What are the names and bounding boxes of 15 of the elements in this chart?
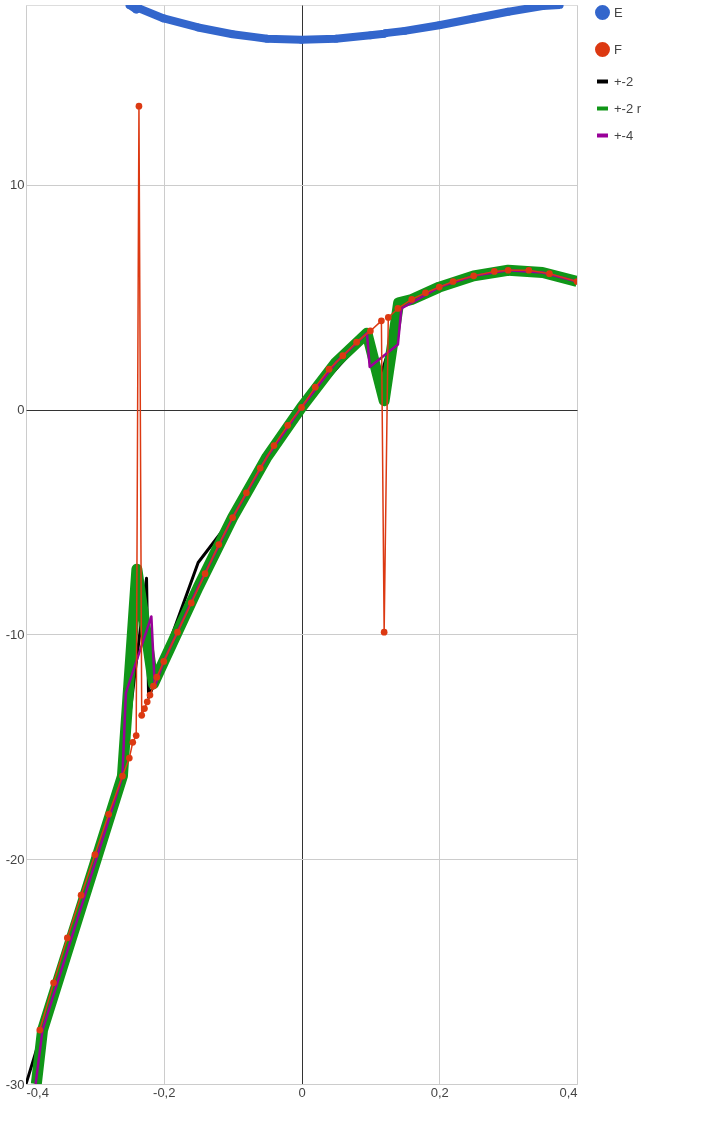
y-tick-label: -30 xyxy=(5,1076,25,1092)
y-tick-label: 10 xyxy=(10,177,25,193)
x-tick-label: 0,4 xyxy=(559,1084,578,1100)
y-tick-label: -10 xyxy=(5,626,25,642)
x-tick-label: -0,2 xyxy=(153,1084,176,1100)
legend-label: +-2 r xyxy=(614,100,642,116)
legend-label: F xyxy=(614,41,622,57)
legend-label: E xyxy=(614,4,623,20)
y-tick-label: 0 xyxy=(17,402,25,418)
x-tick-label: 0 xyxy=(298,1084,306,1100)
x-tick-label: -0,4 xyxy=(26,1084,49,1100)
y-tick-label: -20 xyxy=(5,851,25,867)
legend-label: +-4 xyxy=(614,127,634,143)
x-tick-label: 0,2 xyxy=(430,1084,449,1100)
legend-label: +-2 xyxy=(614,73,634,89)
